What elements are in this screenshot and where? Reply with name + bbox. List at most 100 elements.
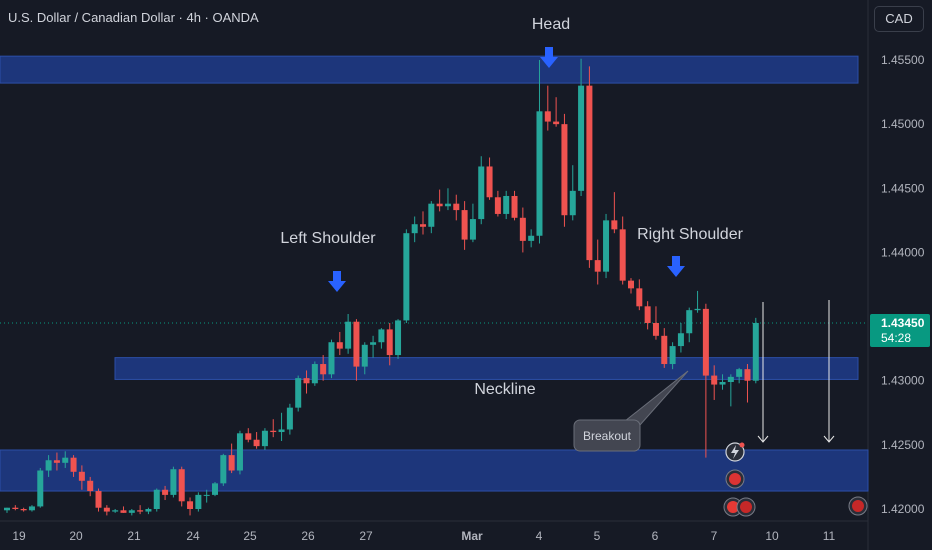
candle <box>203 489 210 503</box>
candle-body <box>711 375 718 385</box>
candle-body <box>528 235 535 241</box>
candle-body <box>395 320 402 356</box>
candle-body <box>636 288 643 307</box>
candle <box>228 443 235 474</box>
lightning-event-icon[interactable] <box>725 442 745 462</box>
candle-body <box>702 308 709 376</box>
currency-button[interactable]: CAD <box>874 6 924 32</box>
candle-body <box>511 195 518 218</box>
candle <box>519 207 526 253</box>
candle-body <box>370 342 377 345</box>
right-shoulder-arrow-icon <box>667 256 685 277</box>
candle <box>628 278 634 294</box>
candle <box>178 466 185 507</box>
price-tick-label: 1.44000 <box>881 245 925 259</box>
candle-body <box>187 501 194 509</box>
candle-body <box>153 489 160 509</box>
candle-body <box>403 233 410 321</box>
head-label: Head <box>532 16 570 33</box>
candle-body <box>619 229 626 281</box>
candle <box>295 375 302 412</box>
candle <box>120 506 127 513</box>
candle-body <box>378 329 385 343</box>
candle-body <box>719 381 726 385</box>
candle-body <box>95 491 102 508</box>
candle <box>361 342 368 375</box>
candle <box>652 306 659 340</box>
candle-body <box>170 469 177 495</box>
time-tick-label: 21 <box>127 529 141 543</box>
candle <box>53 452 60 471</box>
candle <box>636 279 643 311</box>
candle-body <box>37 470 44 507</box>
candle <box>286 403 293 435</box>
candle-body <box>594 260 601 272</box>
us-flag-event-icon-2[interactable] <box>736 497 756 517</box>
target-arrow-icon <box>823 435 835 443</box>
time-tick-label: 24 <box>186 529 200 543</box>
neckline-label: Neckline <box>474 381 535 398</box>
candle <box>353 319 360 381</box>
candle <box>461 201 468 250</box>
candle-body <box>652 322 659 336</box>
time-tick-label: 25 <box>243 529 257 543</box>
candle <box>453 194 460 221</box>
candle <box>112 509 119 513</box>
candle-body <box>78 471 85 481</box>
candle <box>195 492 202 512</box>
candle <box>128 509 135 516</box>
candle-body <box>303 378 310 384</box>
candle-body <box>45 460 52 471</box>
candle <box>469 203 476 243</box>
head-arrow-icon <box>540 47 558 68</box>
candle-body <box>228 455 235 471</box>
candle-body <box>203 494 210 496</box>
time-tick-label: 11 <box>823 529 836 543</box>
candle-body <box>603 220 610 272</box>
candle <box>436 189 443 212</box>
candle-body <box>245 433 252 440</box>
candle <box>153 488 160 512</box>
candle-body <box>137 510 144 512</box>
candle-body <box>4 507 10 511</box>
candle-body <box>236 433 243 471</box>
candle-body <box>461 210 468 240</box>
ca-flag-event-icon-flag <box>727 501 739 513</box>
candle <box>428 201 435 234</box>
left-shoulder-label: Left Shoulder <box>280 230 376 247</box>
price-tick-label: 1.42500 <box>881 438 925 452</box>
candle <box>4 507 10 513</box>
candle <box>378 328 385 349</box>
candle <box>711 365 718 400</box>
us-flag-event-icon[interactable] <box>725 469 745 489</box>
candle <box>253 432 260 449</box>
candle <box>411 216 418 243</box>
candle <box>320 355 327 381</box>
candle <box>270 419 277 438</box>
candle-body <box>569 190 576 216</box>
candle-body <box>503 195 510 214</box>
candle <box>95 488 102 512</box>
candle-body <box>544 111 551 122</box>
head-zone <box>0 55 859 84</box>
time-tick-label: 19 <box>12 529 26 543</box>
us-flag-event-icon-3[interactable] <box>848 496 868 516</box>
candle-body <box>261 430 268 447</box>
candle-body <box>12 507 19 509</box>
candle <box>145 507 152 515</box>
candle-body <box>353 321 360 367</box>
candle <box>187 497 194 516</box>
candle <box>536 60 543 244</box>
candle <box>70 455 77 477</box>
candle <box>494 190 501 217</box>
candle-body <box>420 224 426 227</box>
candle-body <box>336 342 343 349</box>
candle <box>220 453 227 486</box>
breakout-callout[interactable] <box>573 419 641 452</box>
ca-flag-event-icon[interactable] <box>723 497 743 517</box>
zones-layer <box>0 55 869 492</box>
candle-body <box>677 333 684 347</box>
candle <box>245 428 252 443</box>
price-tick-label: 1.43000 <box>881 374 925 388</box>
